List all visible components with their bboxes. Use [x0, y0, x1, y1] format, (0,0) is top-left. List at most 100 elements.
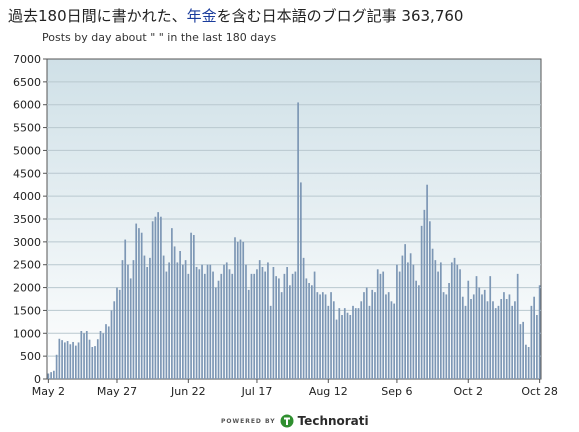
bar — [217, 280, 220, 379]
bar — [212, 271, 214, 379]
bar — [310, 285, 313, 379]
bar — [99, 331, 102, 379]
bar — [181, 264, 184, 379]
bar — [247, 289, 250, 379]
bar — [530, 305, 533, 379]
technorati-footer[interactable]: POWERED BY Technorati — [221, 413, 369, 429]
bar — [129, 278, 132, 379]
bar — [121, 260, 124, 379]
bar — [497, 305, 500, 379]
bar — [256, 269, 258, 379]
y-tick-label: 3500 — [13, 213, 41, 226]
bar — [146, 267, 149, 379]
bar — [132, 260, 135, 379]
bar — [398, 271, 401, 379]
powered-by-label: POWERED BY — [221, 417, 276, 425]
bar — [261, 267, 264, 379]
x-tick-label: Oct 28 — [521, 385, 558, 398]
bar — [72, 341, 74, 379]
bar — [118, 289, 121, 379]
bar — [341, 315, 343, 379]
bar — [214, 287, 217, 379]
bar — [305, 278, 308, 379]
bar — [456, 264, 459, 379]
bar — [236, 241, 239, 379]
bar — [508, 294, 511, 379]
bar — [382, 271, 385, 379]
bar — [434, 260, 437, 379]
bar — [242, 241, 245, 379]
x-tick-label: May 27 — [97, 385, 137, 398]
x-tick-label: Sep 6 — [381, 385, 412, 398]
bar — [206, 264, 209, 379]
bar — [500, 299, 503, 379]
bar — [368, 305, 371, 379]
bar — [486, 301, 489, 379]
bar — [154, 216, 157, 379]
bar — [470, 299, 472, 379]
bar — [428, 221, 431, 379]
bar — [330, 292, 332, 379]
bar — [209, 264, 212, 379]
bar — [464, 305, 467, 379]
bar — [264, 271, 267, 379]
y-tick-label: 4000 — [13, 190, 41, 203]
bar — [91, 347, 94, 379]
bar — [275, 276, 278, 379]
bar — [157, 212, 160, 379]
bar — [201, 264, 203, 379]
bar — [407, 262, 409, 379]
bar — [77, 342, 80, 379]
title-keyword-link[interactable]: 年金 — [186, 7, 217, 25]
bar — [396, 264, 398, 379]
bar — [66, 341, 69, 379]
bar — [289, 285, 291, 379]
bar — [231, 273, 234, 379]
bar — [327, 305, 330, 379]
bar — [492, 301, 494, 379]
bar — [61, 340, 63, 379]
bar — [171, 228, 173, 379]
bar — [234, 237, 236, 379]
bar — [371, 289, 374, 379]
bar — [278, 278, 280, 379]
bar — [94, 346, 96, 379]
y-tick-label: 4500 — [13, 167, 41, 180]
bar — [63, 342, 66, 379]
bar — [453, 257, 456, 379]
y-tick-label: 2000 — [13, 282, 41, 295]
title-prefix: 過去180日間に書かれた、 — [8, 7, 187, 25]
bar — [184, 260, 187, 379]
y-tick-label: 1500 — [13, 304, 41, 317]
bar — [198, 269, 201, 379]
bar — [102, 333, 105, 379]
x-tick-label: Aug 12 — [309, 385, 348, 398]
technorati-logo-icon — [280, 414, 294, 428]
bar — [151, 221, 154, 379]
bar — [267, 262, 269, 379]
bar — [53, 370, 55, 379]
bar — [302, 257, 305, 379]
bar — [316, 292, 319, 379]
bar — [308, 283, 310, 379]
chart-subtitle: Posts by day about " " in the last 180 d… — [42, 31, 277, 44]
y-tick-label: 7000 — [13, 53, 41, 66]
title-suffix: を含む日本語のブログ記事 363,760 — [216, 7, 464, 25]
bar — [401, 255, 404, 379]
bar — [187, 273, 190, 379]
bar — [514, 301, 516, 379]
bar — [525, 344, 527, 379]
bar — [352, 305, 354, 379]
bar — [354, 308, 357, 379]
y-tick-label: 2500 — [13, 259, 41, 272]
bar — [379, 273, 382, 379]
bar — [335, 319, 338, 379]
y-tick-label: 6500 — [13, 76, 41, 89]
bar — [190, 232, 192, 379]
bar — [58, 338, 61, 379]
bar — [338, 308, 341, 379]
bar — [481, 294, 483, 379]
bar — [138, 228, 140, 379]
y-tick-label: 3000 — [13, 236, 41, 249]
bar — [286, 267, 288, 379]
